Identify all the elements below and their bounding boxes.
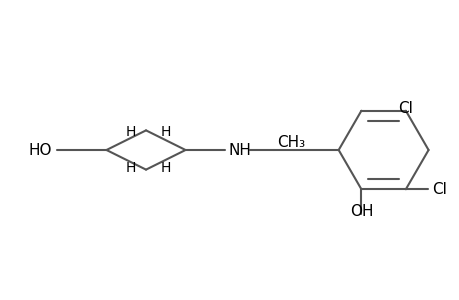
Text: H: H	[126, 160, 136, 175]
Text: H: H	[160, 160, 171, 175]
Text: Cl: Cl	[431, 182, 447, 197]
Text: OH: OH	[349, 204, 372, 219]
Text: NH: NH	[228, 142, 251, 158]
Text: HO: HO	[28, 142, 52, 158]
Text: H: H	[126, 125, 136, 140]
Text: Cl: Cl	[397, 101, 412, 116]
Text: H: H	[160, 125, 171, 140]
Text: CH₃: CH₃	[277, 135, 305, 150]
